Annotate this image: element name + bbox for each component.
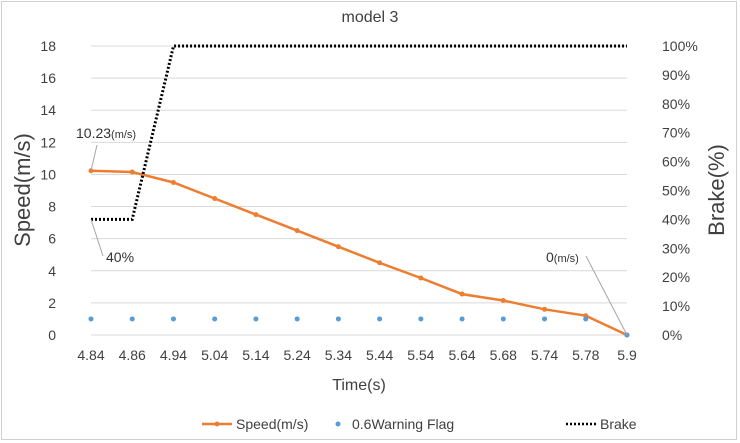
y-tick-label: 6 <box>48 231 56 247</box>
x-tick-label: 5.74 <box>531 347 558 363</box>
x-tick-label: 5.24 <box>284 347 311 363</box>
series-point-0-6warning-flag <box>88 316 94 322</box>
y2-tick-label: 70% <box>662 125 690 141</box>
series-point-0-6warning-flag <box>418 316 424 322</box>
x-tick-label: 4.94 <box>160 347 187 363</box>
x-tick-label: 5.44 <box>366 347 393 363</box>
y-tick-label: 18 <box>40 38 56 54</box>
x-tick-label: 4.84 <box>77 347 104 363</box>
legend-speed-label: Speed(m/s) <box>236 416 308 432</box>
legend-speed-marker <box>214 421 220 427</box>
annotation-speed-start-unit: (m/s) <box>111 129 136 141</box>
legend-warning-marker <box>335 421 341 427</box>
legend-warning-label: 0.6Warning Flag <box>352 416 454 432</box>
y2-tick-label: 30% <box>662 240 690 256</box>
series-point-speed-m-s <box>170 179 176 185</box>
y-tick-label: 4 <box>48 263 56 279</box>
x-tick-label: 5.78 <box>572 347 599 363</box>
x-tick-label: 5.14 <box>242 347 269 363</box>
series-point-0-6warning-flag <box>212 316 218 322</box>
series-point-0-6warning-flag <box>170 316 176 322</box>
annotation-leader <box>90 219 104 257</box>
y2-tick-label: 0% <box>662 327 682 343</box>
series-point-0-6warning-flag <box>377 316 383 322</box>
x-tick-label: 5.9 <box>617 347 637 363</box>
y2-tick-label: 20% <box>662 269 690 285</box>
series-point-0-6warning-flag <box>335 316 341 322</box>
series-point-0-6warning-flag <box>542 316 548 322</box>
gridlines <box>91 45 627 336</box>
series-line-brake <box>91 44 627 221</box>
series-point-speed-m-s <box>212 196 218 202</box>
y2-tick-label: 80% <box>662 96 690 112</box>
y-tick-label: 16 <box>40 70 56 86</box>
annotation-leader <box>90 144 98 171</box>
y2-tick-label: 90% <box>662 67 690 83</box>
annotation-brake-start: 40% <box>106 249 134 265</box>
y2-axis-title: Brake(%) <box>704 144 729 236</box>
left-axis-ticks: 0 2 4 6 8 10 12 14 16 18 <box>40 38 56 343</box>
annotation-speed-end-unit: (m/s) <box>554 253 579 265</box>
series-point-speed-m-s <box>459 291 465 297</box>
series-point-0-6warning-flag <box>253 316 259 322</box>
series-point-speed-m-s <box>129 169 135 175</box>
x-tick-label: 5.04 <box>201 347 228 363</box>
x-tick-label: 5.64 <box>448 347 475 363</box>
legend: Speed(m/s) 0.6Warning Flag Brake <box>202 416 637 432</box>
series-point-0-6warning-flag <box>500 316 506 322</box>
series-point-0-6warning-flag <box>583 316 589 322</box>
y-tick-label: 14 <box>40 102 56 118</box>
y2-tick-label: 50% <box>662 183 690 199</box>
series-point-0-6warning-flag <box>459 316 465 322</box>
y-tick-label: 8 <box>48 199 56 215</box>
x-axis-title: Time(s) <box>332 377 386 394</box>
y-axis-title: Speed(m/s) <box>10 133 35 247</box>
x-tick-label: 4.86 <box>119 347 146 363</box>
legend-brake-label: Brake <box>600 416 637 432</box>
y-tick-label: 2 <box>48 295 56 311</box>
x-tick-label: 5.34 <box>325 347 352 363</box>
y2-tick-label: 40% <box>662 211 690 227</box>
annotation-speed-end: 0(m/s) <box>546 249 579 265</box>
series-point-speed-m-s <box>294 228 300 234</box>
y-tick-label: 0 <box>48 327 56 343</box>
right-axis-ticks: 0% 10% 20% 30% 40% 50% 60% 70% 80% 90% 100% <box>662 38 698 343</box>
series-point-0-6warning-flag <box>294 316 300 322</box>
y2-tick-label: 100% <box>662 38 698 54</box>
series-point-speed-m-s <box>418 275 424 281</box>
series-point-speed-m-s <box>500 297 506 303</box>
y-tick-label: 10 <box>40 166 56 182</box>
annotation-leader <box>585 255 628 336</box>
annotation-speed-start: 10.23(m/s) <box>76 125 136 141</box>
x-tick-label: 5.54 <box>407 347 434 363</box>
series-point-speed-m-s <box>335 244 341 250</box>
series-point-0-6warning-flag <box>129 316 135 322</box>
series-point-speed-m-s <box>377 260 383 266</box>
chart-title: model 3 <box>342 9 399 26</box>
series-line-speed-m-s <box>90 169 628 337</box>
series-layer <box>88 44 630 338</box>
series-point-speed-m-s <box>253 212 259 218</box>
y2-tick-label: 60% <box>662 154 690 170</box>
annotation-layer: 10.23(m/s) 40% 0(m/s) <box>76 125 628 336</box>
y2-tick-label: 10% <box>662 298 690 314</box>
x-tick-label: 5.68 <box>490 347 517 363</box>
x-axis-ticks: 4.84 4.86 4.94 5.04 5.14 5.24 5.34 5.44 5.54 5.64… <box>77 347 637 363</box>
y-tick-label: 12 <box>40 134 56 150</box>
series-point-speed-m-s <box>542 306 548 312</box>
